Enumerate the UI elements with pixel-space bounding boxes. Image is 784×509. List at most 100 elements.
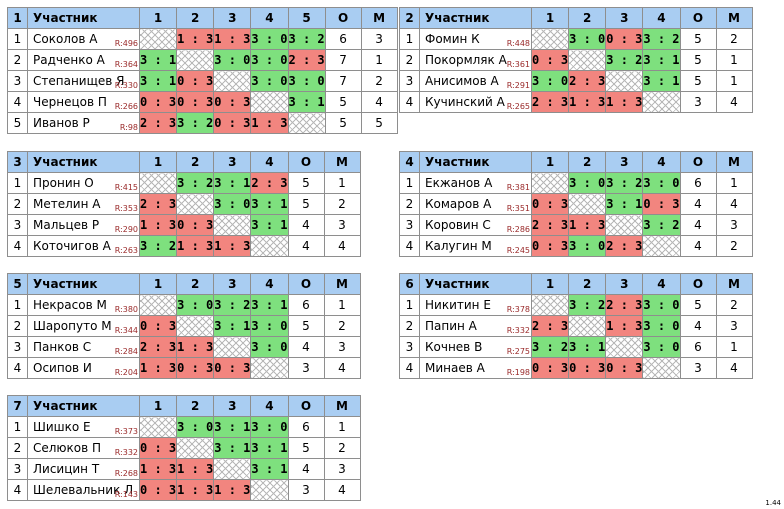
header-row: 2 Участник 1 2 3 4 О М <box>399 7 753 29</box>
match-score: 3 : 2 <box>530 336 570 358</box>
player-name: Радченко А R:364 <box>27 49 140 71</box>
place-value: 4 <box>715 193 753 215</box>
player-rating: R:263 <box>114 246 138 255</box>
match-score: 2 : 3 <box>138 193 178 215</box>
match-score: 0 : 3 <box>176 214 215 236</box>
player-number: 3 <box>7 336 28 358</box>
player-rating: R:380 <box>114 305 138 314</box>
self-cell <box>176 315 215 337</box>
player-name: Покормляк А R:361 <box>419 49 532 71</box>
self-cell <box>287 112 326 134</box>
player-rating: R:448 <box>506 39 530 48</box>
player-name-text: Соколов А <box>33 32 98 46</box>
place-value: 1 <box>323 416 361 438</box>
header-row: 6 Участник 1 2 3 4 О М <box>399 273 753 295</box>
player-rating: R:364 <box>114 60 138 69</box>
opponent-column-header: 1 <box>138 151 178 173</box>
header-row: 5 Участник 1 2 3 4 О М <box>7 273 361 295</box>
match-score: 3 : 2 <box>176 172 215 194</box>
match-score: 3 : 0 <box>250 416 289 438</box>
header-row: 1 Участник 1 2 3 4 5 О М <box>7 7 398 29</box>
points-value: 5 <box>324 112 362 134</box>
player-number: 3 <box>399 214 420 236</box>
player-name: Чернецов П R:266 <box>27 91 140 113</box>
match-score: 3 : 1 <box>568 336 607 358</box>
points-header: О <box>324 7 362 29</box>
match-score: 0 : 3 <box>176 70 215 92</box>
place-value: 1 <box>323 172 361 194</box>
match-score: 1 : 3 <box>250 112 289 134</box>
player-rating: R:353 <box>114 204 138 213</box>
points-value: 5 <box>679 49 717 71</box>
player-name-text: Комаров А <box>425 197 492 211</box>
participant-header: Участник <box>419 273 532 295</box>
opponent-column-header: 1 <box>138 7 178 29</box>
points-value: 5 <box>679 70 717 92</box>
match-score: 3 : 0 <box>213 193 252 215</box>
player-name: Панков С R:284 <box>27 336 140 358</box>
player-name: Комаров А R:351 <box>419 193 532 215</box>
place-value: 2 <box>323 437 361 459</box>
self-cell <box>250 91 289 113</box>
opponent-column-header: 2 <box>176 7 215 29</box>
match-score: 1 : 3 <box>605 315 644 337</box>
player-name: Екжанов А R:381 <box>419 172 532 194</box>
self-cell <box>138 28 178 50</box>
place-value: 3 <box>715 315 753 337</box>
place-header: М <box>323 273 361 295</box>
match-score: 3 : 0 <box>642 294 681 316</box>
match-score: 1 : 3 <box>176 479 215 501</box>
opponent-column-header: 2 <box>568 7 607 29</box>
player-name-text: Мальцев Р <box>33 218 100 232</box>
opponent-column-header: 2 <box>568 151 607 173</box>
player-rating: R:265 <box>506 102 530 111</box>
match-score: 3 : 0 <box>568 172 607 194</box>
player-name-text: Метелин А <box>33 197 101 211</box>
player-number: 4 <box>399 357 420 379</box>
place-value: 1 <box>715 49 753 71</box>
place-header: М <box>323 151 361 173</box>
player-name-text: Пронин О <box>33 176 94 190</box>
player-name-text: Калугин М <box>425 239 492 253</box>
group-number: 1 <box>7 7 28 29</box>
self-cell <box>213 214 252 236</box>
opponent-column-header: 4 <box>250 273 289 295</box>
match-score: 3 : 2 <box>605 49 644 71</box>
player-rating: R:378 <box>506 305 530 314</box>
match-score: 2 : 3 <box>605 235 644 257</box>
place-value: 1 <box>715 172 753 194</box>
player-name: Никитин Е R:378 <box>419 294 532 316</box>
match-score: 0 : 3 <box>138 479 178 501</box>
opponent-column-header: 3 <box>213 395 252 417</box>
match-score: 0 : 3 <box>530 49 570 71</box>
opponent-column-header: 1 <box>530 273 570 295</box>
points-value: 4 <box>287 214 325 236</box>
match-score: 1 : 3 <box>138 458 178 480</box>
group-number: 2 <box>399 7 420 29</box>
points-header: О <box>287 273 325 295</box>
points-value: 3 <box>287 357 325 379</box>
player-name-text: Екжанов А <box>425 176 493 190</box>
player-number: 2 <box>399 193 420 215</box>
match-score: 3 : 1 <box>213 416 252 438</box>
match-score: 2 : 3 <box>530 315 570 337</box>
opponent-column-header: 3 <box>213 273 252 295</box>
match-score: 1 : 3 <box>213 28 252 50</box>
player-name: Анисимов А R:291 <box>419 70 532 92</box>
player-name: Некрасов М R:380 <box>27 294 140 316</box>
points-value: 3 <box>287 479 325 501</box>
match-score: 3 : 0 <box>250 336 289 358</box>
place-value: 4 <box>715 91 753 113</box>
points-value: 5 <box>324 91 362 113</box>
points-value: 5 <box>679 28 717 50</box>
group-number: 5 <box>7 273 28 295</box>
points-header: О <box>679 273 717 295</box>
match-score: 0 : 3 <box>213 91 252 113</box>
points-value: 4 <box>679 214 717 236</box>
player-rating: R:496 <box>114 39 138 48</box>
